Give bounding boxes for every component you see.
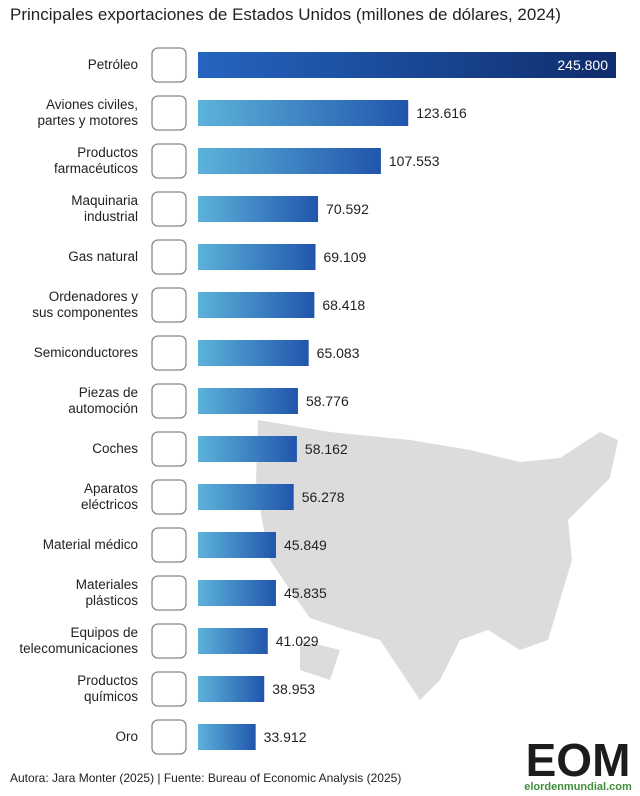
source: Autora: Jara Monter (2025) | Fuente: Bur… bbox=[10, 771, 401, 785]
icon bbox=[151, 143, 187, 179]
value-label: 65.083 bbox=[317, 345, 360, 361]
value-label: 107.553 bbox=[389, 153, 440, 169]
category-label: Coches bbox=[92, 441, 138, 456]
bar bbox=[198, 148, 381, 174]
icon bbox=[151, 671, 187, 707]
logo-url: elordenmundial.com bbox=[524, 781, 632, 793]
icon bbox=[151, 287, 187, 323]
chart-title: Principales exportaciones de Estados Uni… bbox=[10, 5, 561, 24]
category-label: Material médico bbox=[42, 537, 138, 552]
value-label: 70.592 bbox=[326, 201, 369, 217]
category-label: Petróleo bbox=[87, 57, 138, 72]
category-label: Semiconductores bbox=[33, 345, 138, 360]
bar bbox=[198, 676, 265, 702]
value-label: 68.418 bbox=[322, 297, 365, 313]
value-label: 41.029 bbox=[276, 633, 319, 649]
bar bbox=[198, 484, 294, 510]
bar bbox=[198, 52, 616, 78]
icon bbox=[151, 47, 187, 83]
category-label: Productos químicos bbox=[77, 673, 138, 704]
icon bbox=[151, 239, 187, 275]
icon bbox=[151, 335, 187, 371]
bar bbox=[198, 580, 276, 606]
value-label: 245.800 bbox=[557, 57, 608, 73]
icon bbox=[151, 575, 187, 611]
category-label: Ordenadores y sus componentes bbox=[32, 289, 138, 320]
bar bbox=[198, 292, 315, 318]
bar bbox=[198, 532, 276, 558]
value-label: 58.776 bbox=[306, 393, 349, 409]
icon bbox=[151, 623, 187, 659]
icon bbox=[151, 719, 187, 755]
category-label: Equipos de telecomunicaciones bbox=[19, 625, 138, 656]
bar bbox=[198, 436, 297, 462]
category-label: Maquinaria industrial bbox=[71, 193, 138, 224]
category-label: Productos farmacéuticos bbox=[53, 145, 138, 176]
value-label: 123.616 bbox=[416, 105, 467, 121]
map-background bbox=[256, 420, 618, 700]
category-label: Oro bbox=[115, 729, 138, 744]
value-label: 45.835 bbox=[284, 585, 327, 601]
bar bbox=[198, 724, 256, 750]
icon bbox=[151, 383, 187, 419]
value-label: 58.162 bbox=[305, 441, 348, 457]
bar bbox=[198, 100, 409, 126]
icon bbox=[151, 431, 187, 467]
category-label: Materiales plásticos bbox=[75, 577, 138, 608]
value-label: 56.278 bbox=[302, 489, 345, 505]
icon bbox=[151, 479, 187, 515]
value-label: 33.912 bbox=[264, 729, 307, 745]
category-label: Aparatos eléctricos bbox=[80, 481, 138, 512]
category-label: Aviones civiles, partes y motores bbox=[37, 97, 138, 128]
category-label: Piezas de automoción bbox=[68, 385, 138, 416]
bar bbox=[198, 340, 309, 366]
icon bbox=[151, 191, 187, 227]
bar bbox=[198, 628, 268, 654]
value-label: 69.109 bbox=[324, 249, 367, 265]
icon bbox=[151, 527, 187, 563]
value-label: 38.953 bbox=[272, 681, 315, 697]
category-label: Gas natural bbox=[68, 249, 138, 264]
bar bbox=[198, 244, 316, 270]
icon bbox=[151, 95, 187, 131]
bar bbox=[198, 388, 298, 414]
logo: EOM bbox=[526, 734, 631, 786]
value-label: 45.849 bbox=[284, 537, 327, 553]
bar bbox=[198, 196, 319, 222]
